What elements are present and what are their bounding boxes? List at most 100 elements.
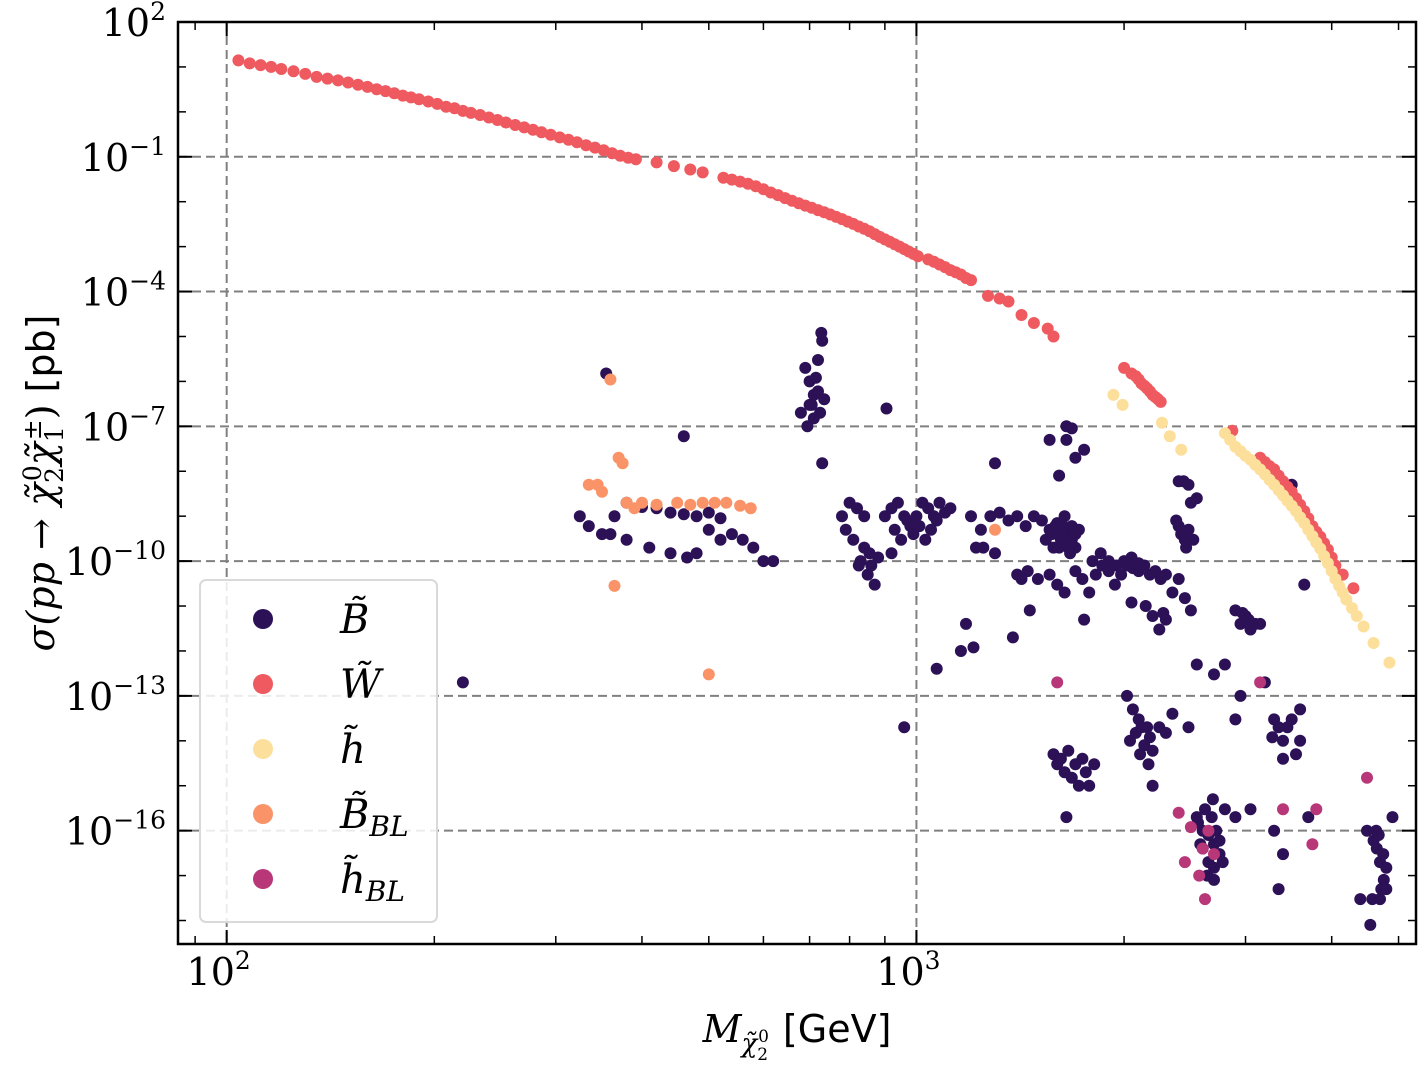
data-point [878, 510, 891, 523]
y-tick-label: 10−7 [81, 401, 166, 449]
data-point [1187, 533, 1200, 546]
data-point [690, 547, 703, 560]
y-tick-label: 10−1 [81, 132, 166, 180]
data-point [1163, 430, 1176, 443]
data-point [868, 578, 881, 591]
data-point [1107, 388, 1120, 401]
data-point [352, 78, 364, 91]
data-point [342, 76, 355, 89]
data-point [851, 502, 863, 515]
data-point [1023, 604, 1036, 617]
data-point [1083, 586, 1096, 599]
data-point [1015, 309, 1028, 321]
data-point [812, 385, 824, 398]
data-point [1146, 610, 1159, 622]
data-point [1156, 416, 1168, 429]
data-point [982, 289, 994, 302]
x-axis-label-units: [GeV] [783, 1007, 891, 1051]
data-point [984, 510, 997, 523]
data-point [361, 80, 374, 93]
data-point [888, 523, 901, 536]
data-point [1298, 578, 1311, 591]
legend-marker-hBL [253, 869, 273, 889]
legend-label-B: B̃ [339, 596, 369, 643]
data-point [1244, 803, 1257, 816]
data-point [275, 63, 288, 75]
data-point [891, 496, 904, 509]
data-point [1116, 398, 1129, 411]
y-axis-label-sup2: ± [18, 419, 47, 440]
data-point [1054, 752, 1067, 765]
data-point [664, 547, 677, 560]
y-axis-label: σ(pp → χ̃20χ̃1±) [pb] [18, 315, 69, 652]
data-point [1202, 824, 1215, 837]
data-point [1076, 752, 1089, 765]
data-point [1208, 668, 1220, 681]
data-point [1254, 617, 1267, 630]
data-point [1172, 475, 1185, 488]
x-tick-label: 102 [187, 946, 251, 994]
data-point [1266, 731, 1279, 744]
data-point [1380, 861, 1393, 874]
data-point [1380, 883, 1393, 896]
series-W [232, 54, 1360, 595]
data-point [1015, 573, 1028, 585]
data-point [1377, 848, 1390, 861]
data-point [287, 65, 300, 78]
data-point [993, 506, 1006, 519]
data-point [930, 514, 943, 527]
data-point [1208, 861, 1220, 874]
y-axis-label-main: σ(pp → χ̃ [19, 481, 63, 651]
data-point [1053, 541, 1066, 554]
data-point [1031, 573, 1044, 585]
data-point [544, 128, 557, 141]
data-point [702, 668, 715, 681]
data-point [885, 547, 898, 560]
data-point [1072, 779, 1085, 792]
data-point [1058, 586, 1071, 599]
data-point [989, 547, 1001, 560]
data-point [734, 499, 747, 512]
data-point [1364, 918, 1377, 931]
data-point [858, 510, 871, 523]
data-point [1277, 848, 1289, 861]
data-point [1064, 547, 1077, 560]
data-point [1108, 578, 1121, 591]
y-axis-label-close: ) [19, 404, 63, 419]
data-point [1370, 824, 1383, 837]
data-point [1268, 824, 1281, 837]
data-point [608, 510, 621, 523]
x-axis-label-subsub: 2 [757, 1045, 768, 1065]
data-point [1272, 883, 1285, 896]
data-point [1141, 721, 1154, 734]
data-point [243, 57, 256, 70]
legend-label-h: h̃ [340, 724, 366, 773]
y-axis-label-sub1: 2 [40, 467, 69, 483]
data-point [1166, 586, 1179, 599]
data-point [974, 523, 987, 536]
data-point [1184, 604, 1197, 617]
data-point [913, 520, 926, 533]
data-point [310, 70, 323, 83]
data-point [636, 496, 648, 509]
data-point [1132, 557, 1145, 570]
data-point [1350, 610, 1363, 622]
data-point [744, 502, 757, 515]
data-point [535, 126, 548, 139]
data-point [1190, 492, 1203, 505]
data-point [965, 510, 977, 523]
data-point [1277, 752, 1289, 765]
data-point [571, 136, 583, 149]
data-point [1051, 578, 1064, 591]
data-point [799, 361, 812, 374]
data-point [1374, 893, 1386, 906]
data-point [910, 510, 923, 523]
data-point [232, 54, 245, 67]
data-point [265, 60, 278, 73]
y-tick-label: 10−13 [65, 671, 166, 719]
data-point [620, 533, 633, 546]
x-tick-label: 103 [876, 946, 940, 994]
data-point [664, 506, 677, 519]
series-h [1107, 388, 1396, 669]
x-axis-label-math: M [702, 1007, 743, 1051]
